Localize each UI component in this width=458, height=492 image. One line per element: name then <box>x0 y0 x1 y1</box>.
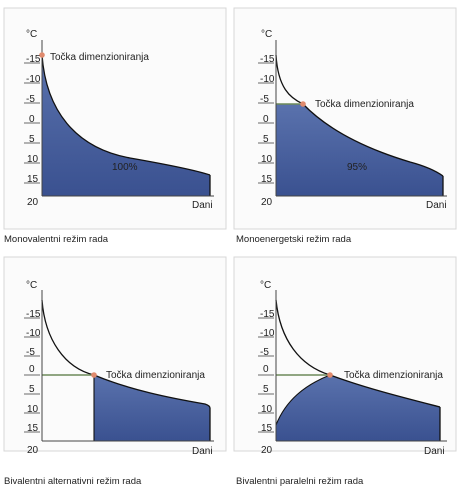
tick-label: -15 <box>260 54 275 65</box>
tick-label: 15 <box>27 174 39 185</box>
tick-label: 5 <box>29 134 35 145</box>
area-fill <box>94 375 210 441</box>
y-ticks: -15 -10 -5 0 5 10 15 20 <box>258 309 275 456</box>
tick-label: 15 <box>261 174 273 185</box>
y-ticks: -15 -10 -5 0 5 10 15 20 <box>24 54 41 208</box>
tick-label: 5 <box>263 384 269 395</box>
dimensioning-point-label: Točka dimenzioniranja <box>50 52 149 63</box>
tick-label: -10 <box>26 328 41 339</box>
area-label: 95% <box>347 162 367 173</box>
tick-label: -10 <box>260 328 275 339</box>
tick-label: 20 <box>261 197 273 208</box>
panel-monoenergetic: °C Točka dimenzioniranja 95% Dani -15 -1… <box>233 7 457 245</box>
tick-label: -10 <box>260 74 275 85</box>
panel-monovalent: °C Točka dimenzioniranja 100% Dani -15 -… <box>3 7 227 245</box>
tick-label: 10 <box>27 404 39 415</box>
load-curve <box>41 299 211 409</box>
dimensioning-point-label: Točka dimenzioniranja <box>315 99 414 110</box>
tick-label: -15 <box>260 309 275 320</box>
tick-label: -5 <box>26 347 35 358</box>
tick-label: 15 <box>261 423 273 434</box>
heat-pump-curve <box>275 374 331 426</box>
tick-label: -10 <box>26 74 41 85</box>
panel-caption: Bivalentni paralelni režim rada <box>236 476 364 487</box>
tick-label: -5 <box>26 94 35 105</box>
dimensioning-point <box>91 372 97 378</box>
tick-label: 0 <box>263 364 269 375</box>
panel-bivalent-alternative: °C Točka dimenzioniranja Dani -15 -10 -5… <box>3 256 227 487</box>
dimensioning-point <box>39 52 45 58</box>
load-curve <box>41 54 211 176</box>
panel-bivalent-parallel: °C Točka dimenzioniranja Dani -15 -10 -5… <box>233 256 457 487</box>
tick-label: -5 <box>260 347 269 358</box>
tick-label: -15 <box>26 54 41 65</box>
tick-label: 10 <box>261 404 273 415</box>
area-fill <box>276 104 443 196</box>
x-axis-label: Dani <box>192 200 213 211</box>
x-axis-label: Dani <box>192 446 213 457</box>
dimensioning-point <box>327 372 333 378</box>
tick-label: 20 <box>261 445 273 456</box>
y-ticks: -15 -10 -5 0 5 10 15 20 <box>258 54 275 208</box>
x-axis-label: Dani <box>426 200 447 211</box>
tick-label: -5 <box>260 94 269 105</box>
tick-label: 5 <box>29 384 35 395</box>
area-fill <box>276 375 440 441</box>
unit-label: °C <box>261 29 272 40</box>
tick-label: 0 <box>263 114 269 125</box>
tick-label: 5 <box>263 134 269 145</box>
x-axis-label: Dani <box>424 446 445 457</box>
unit-label: °C <box>26 280 37 291</box>
tick-label: 0 <box>29 364 35 375</box>
y-ticks: -15 -10 -5 0 5 10 15 20 <box>24 309 41 456</box>
tick-label: -15 <box>26 309 41 320</box>
panel-caption: Monovalentni režim rada <box>4 234 109 245</box>
tick-label: 10 <box>27 154 39 165</box>
tick-label: 20 <box>27 445 39 456</box>
dimensioning-point-label: Točka dimenzioniranja <box>106 370 205 381</box>
load-curve <box>275 54 444 177</box>
tick-label: 20 <box>27 197 39 208</box>
area-label: 100% <box>112 162 138 173</box>
dimensioning-point <box>300 101 306 107</box>
tick-label: 10 <box>261 154 273 165</box>
tick-label: 0 <box>29 114 35 125</box>
panel-caption: Monoenergetski režim rada <box>236 234 352 245</box>
panel-caption: Bivalentni alternativni režim rada <box>4 476 142 487</box>
dimensioning-point-label: Točka dimenzioniranja <box>344 370 443 381</box>
unit-label: °C <box>260 280 271 291</box>
tick-label: 15 <box>27 423 39 434</box>
unit-label: °C <box>26 29 37 40</box>
area-fill <box>42 55 210 196</box>
